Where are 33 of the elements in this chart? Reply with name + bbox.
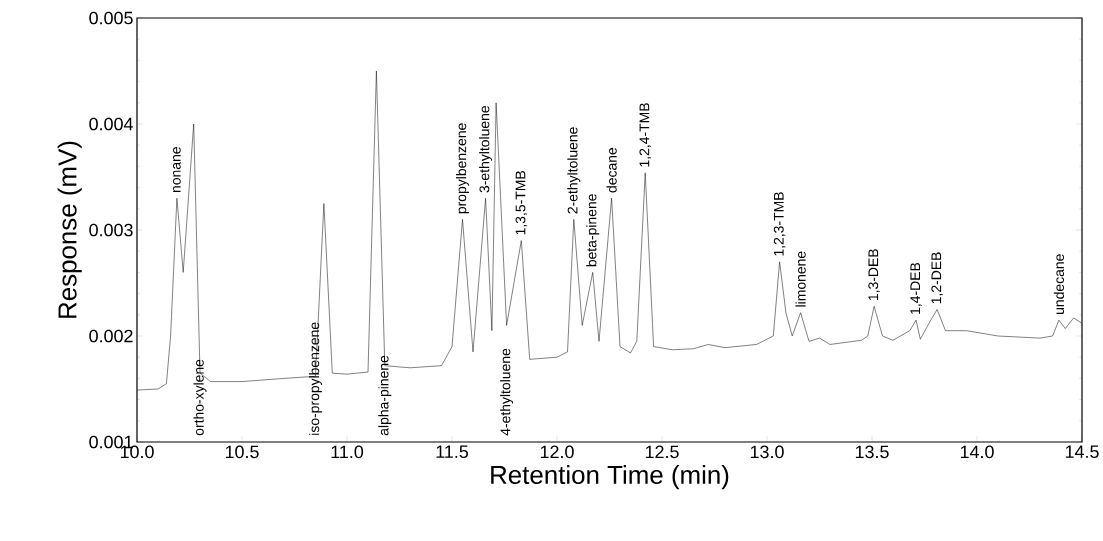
annotation: limonene bbox=[795, 251, 806, 307]
annotation: 1,3-DEB bbox=[868, 249, 880, 301]
annotation: 1,3,5-TMB bbox=[515, 171, 528, 235]
x-tick-label: 12.0 bbox=[540, 445, 574, 459]
annotation: iso-propylbenzene bbox=[309, 322, 322, 435]
y-tick-label: 0.005 bbox=[89, 11, 133, 25]
annotation: propylbenzene bbox=[456, 123, 469, 214]
annotation: 1,4-DEB bbox=[910, 262, 922, 314]
x-tick-label: 11.0 bbox=[331, 445, 364, 459]
annotation: beta-pinene bbox=[586, 194, 600, 267]
x-tick-label: 10.5 bbox=[225, 445, 259, 459]
annotation: 2-ethyltoluene bbox=[567, 127, 581, 214]
annotation: decane bbox=[606, 147, 617, 193]
y-tick-label: 0.004 bbox=[89, 117, 133, 131]
y-tick-label: 0.002 bbox=[89, 329, 133, 343]
annotation: 1,2-DEB bbox=[931, 252, 943, 304]
x-tick-label: 11.5 bbox=[436, 445, 469, 459]
annotation: 4-ethyltoluene bbox=[500, 348, 514, 436]
annotation: alpha-pinene bbox=[378, 355, 392, 436]
annotation: 3-ethyltoluene bbox=[479, 106, 493, 193]
x-tick-label: 13.5 bbox=[855, 445, 889, 459]
x-tick-label: 13.0 bbox=[750, 445, 784, 459]
x-tick-label: 12.5 bbox=[645, 445, 679, 459]
x-tick-label: 14.5 bbox=[1065, 445, 1099, 459]
x-tick-label: 14.0 bbox=[960, 445, 994, 459]
annotation: undecane bbox=[1053, 254, 1065, 314]
y-tick-label: 0.003 bbox=[89, 223, 133, 237]
annotation: nonane bbox=[173, 147, 181, 193]
annotation: ortho-xylene bbox=[193, 359, 207, 436]
y-axis-title: Response (mV) bbox=[57, 141, 82, 318]
x-axis-title: Retention Time (min) bbox=[491, 465, 729, 490]
annotation: 1,2,4-TMB bbox=[639, 103, 651, 167]
annotation: 1,2,3-TMB bbox=[773, 192, 786, 256]
